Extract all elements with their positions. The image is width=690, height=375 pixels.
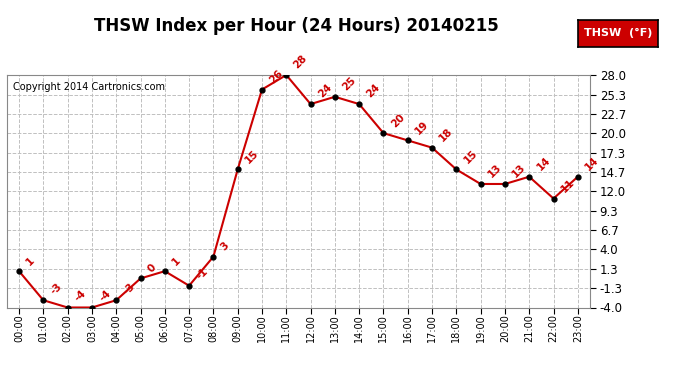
Text: 13: 13: [511, 162, 528, 180]
Text: 28: 28: [292, 54, 309, 71]
Text: 18: 18: [437, 126, 455, 144]
Text: 13: 13: [486, 162, 504, 180]
Text: 14: 14: [583, 155, 601, 172]
Text: 1: 1: [170, 255, 183, 267]
Text: 19: 19: [413, 119, 431, 136]
Text: 25: 25: [340, 75, 357, 93]
Text: 26: 26: [268, 68, 285, 86]
Text: -1: -1: [195, 266, 210, 282]
Text: -3: -3: [49, 281, 64, 296]
Text: -4: -4: [97, 288, 112, 303]
Text: 11: 11: [559, 177, 576, 194]
Text: 24: 24: [365, 82, 382, 100]
Text: 15: 15: [462, 148, 480, 165]
Text: 14: 14: [535, 155, 552, 172]
Text: THSW Index per Hour (24 Hours) 20140215: THSW Index per Hour (24 Hours) 20140215: [95, 17, 499, 35]
Text: 15: 15: [244, 148, 261, 165]
Text: 1: 1: [25, 255, 37, 267]
Text: 20: 20: [389, 112, 406, 129]
Text: THSW  (°F): THSW (°F): [584, 28, 652, 38]
Text: 3: 3: [219, 240, 231, 252]
Text: -3: -3: [121, 281, 137, 296]
Text: Copyright 2014 Cartronics.com: Copyright 2014 Cartronics.com: [12, 82, 165, 92]
Text: 0: 0: [146, 262, 158, 274]
Text: -4: -4: [73, 288, 88, 303]
Text: 24: 24: [316, 82, 333, 100]
